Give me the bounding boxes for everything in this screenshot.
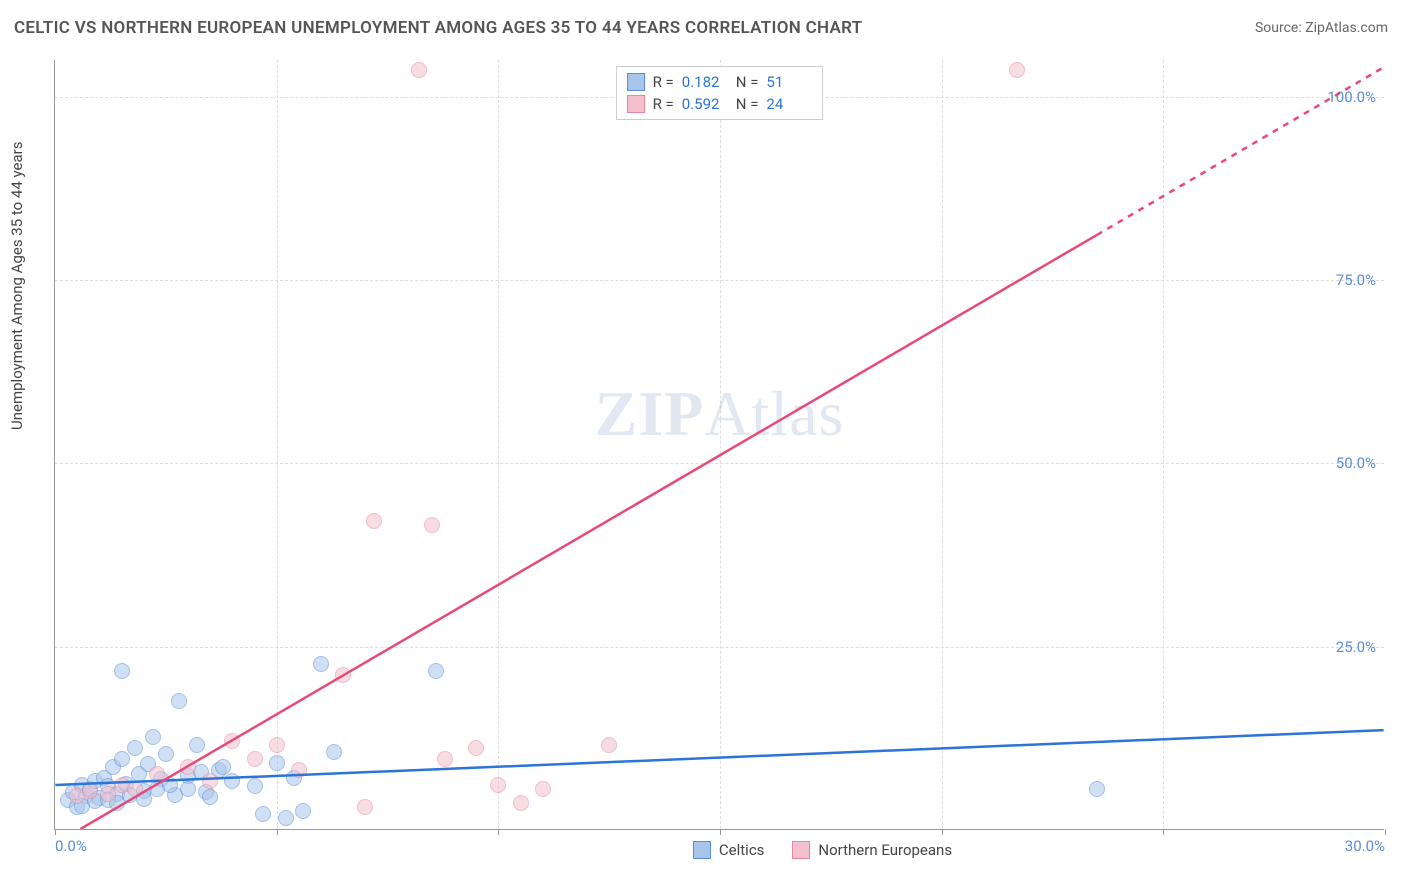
gridline-v [1163,60,1164,829]
r-value-celtics: 0.182 [682,73,728,91]
scatter-point-celtics [269,755,285,771]
swatch-northern [627,95,645,113]
r-label: R = [653,95,674,113]
x-tick-label: 30.0% [1345,837,1385,855]
scatter-point-celtics [127,740,143,756]
scatter-point-northern [513,795,529,811]
plot-area: ZIPAtlas R = 0.182 N = 51 R = 0.592 N = … [54,60,1384,830]
scatter-point-northern [335,667,351,683]
scatter-point-northern [366,513,382,529]
gridline-v [720,60,721,829]
r-value-northern: 0.592 [682,95,728,113]
chart-title: CELTIC VS NORTHERN EUROPEAN UNEMPLOYMENT… [14,18,862,38]
scatter-point-celtics [278,810,294,826]
x-tick [720,829,721,835]
scatter-point-northern [180,759,196,775]
scatter-point-celtics [189,737,205,753]
scatter-point-celtics [180,781,196,797]
x-tick [1385,829,1386,835]
scatter-point-celtics [114,663,130,679]
n-label: N = [736,73,759,91]
scatter-point-northern [269,737,285,753]
scatter-point-northern [437,751,453,767]
swatch-celtics [627,73,645,91]
scatter-point-celtics [202,789,218,805]
scatter-point-celtics [313,656,329,672]
scatter-point-celtics [224,773,240,789]
scatter-point-northern [601,737,617,753]
correlation-stats-box: R = 0.182 N = 51 R = 0.592 N = 24 [616,66,824,120]
scatter-point-celtics [114,751,130,767]
n-value-northern: 24 [766,95,812,113]
scatter-point-celtics [295,803,311,819]
r-label: R = [653,73,674,91]
x-tick [277,829,278,835]
gridline-v [942,60,943,829]
scatter-point-celtics [247,778,263,794]
x-tick [942,829,943,835]
legend-item-northern: Northern Europeans [792,841,952,859]
stats-row-celtics: R = 0.182 N = 51 [627,71,813,93]
legend-label-celtics: Celtics [719,841,765,859]
legend-label-northern: Northern Europeans [818,841,952,859]
legend-swatch-celtics [693,841,711,859]
scatter-point-celtics [171,693,187,709]
scatter-point-celtics [145,729,161,745]
gridline-v [498,60,499,829]
scatter-point-celtics [162,777,178,793]
y-tick-label: 75.0% [1336,271,1376,289]
scatter-point-northern [535,781,551,797]
scatter-point-celtics [158,746,174,762]
scatter-point-northern [411,62,427,78]
source-attribution: Source: ZipAtlas.com [1255,20,1388,36]
scatter-point-celtics [326,744,342,760]
y-axis-label: Unemployment Among Ages 35 to 44 years [8,142,26,430]
gridline-v [277,60,278,829]
scatter-point-northern [82,783,98,799]
scatter-point-northern [1009,62,1025,78]
x-tick [498,829,499,835]
scatter-point-northern [291,762,307,778]
scatter-point-northern [247,751,263,767]
scatter-point-northern [468,740,484,756]
scatter-point-celtics [255,806,271,822]
x-tick [1163,829,1164,835]
scatter-point-northern [127,781,143,797]
scatter-point-northern [424,517,440,533]
scatter-point-celtics [1089,781,1105,797]
scatter-point-northern [202,773,218,789]
x-tick-label: 0.0% [55,837,87,855]
scatter-point-northern [224,733,240,749]
y-tick-label: 25.0% [1336,638,1376,656]
y-tick-label: 100.0% [1327,88,1376,106]
scatter-point-celtics [215,759,231,775]
scatter-point-celtics [428,663,444,679]
x-tick [55,829,56,835]
series-legend: Celtics Northern Europeans [693,841,952,859]
stats-row-northern: R = 0.592 N = 24 [627,93,813,115]
scatter-point-northern [490,777,506,793]
n-label: N = [736,95,759,113]
scatter-point-northern [149,766,165,782]
legend-swatch-northern [792,841,810,859]
n-value-celtics: 51 [766,73,812,91]
legend-item-celtics: Celtics [693,841,765,859]
scatter-point-northern [357,799,373,815]
y-tick-label: 50.0% [1336,454,1376,472]
